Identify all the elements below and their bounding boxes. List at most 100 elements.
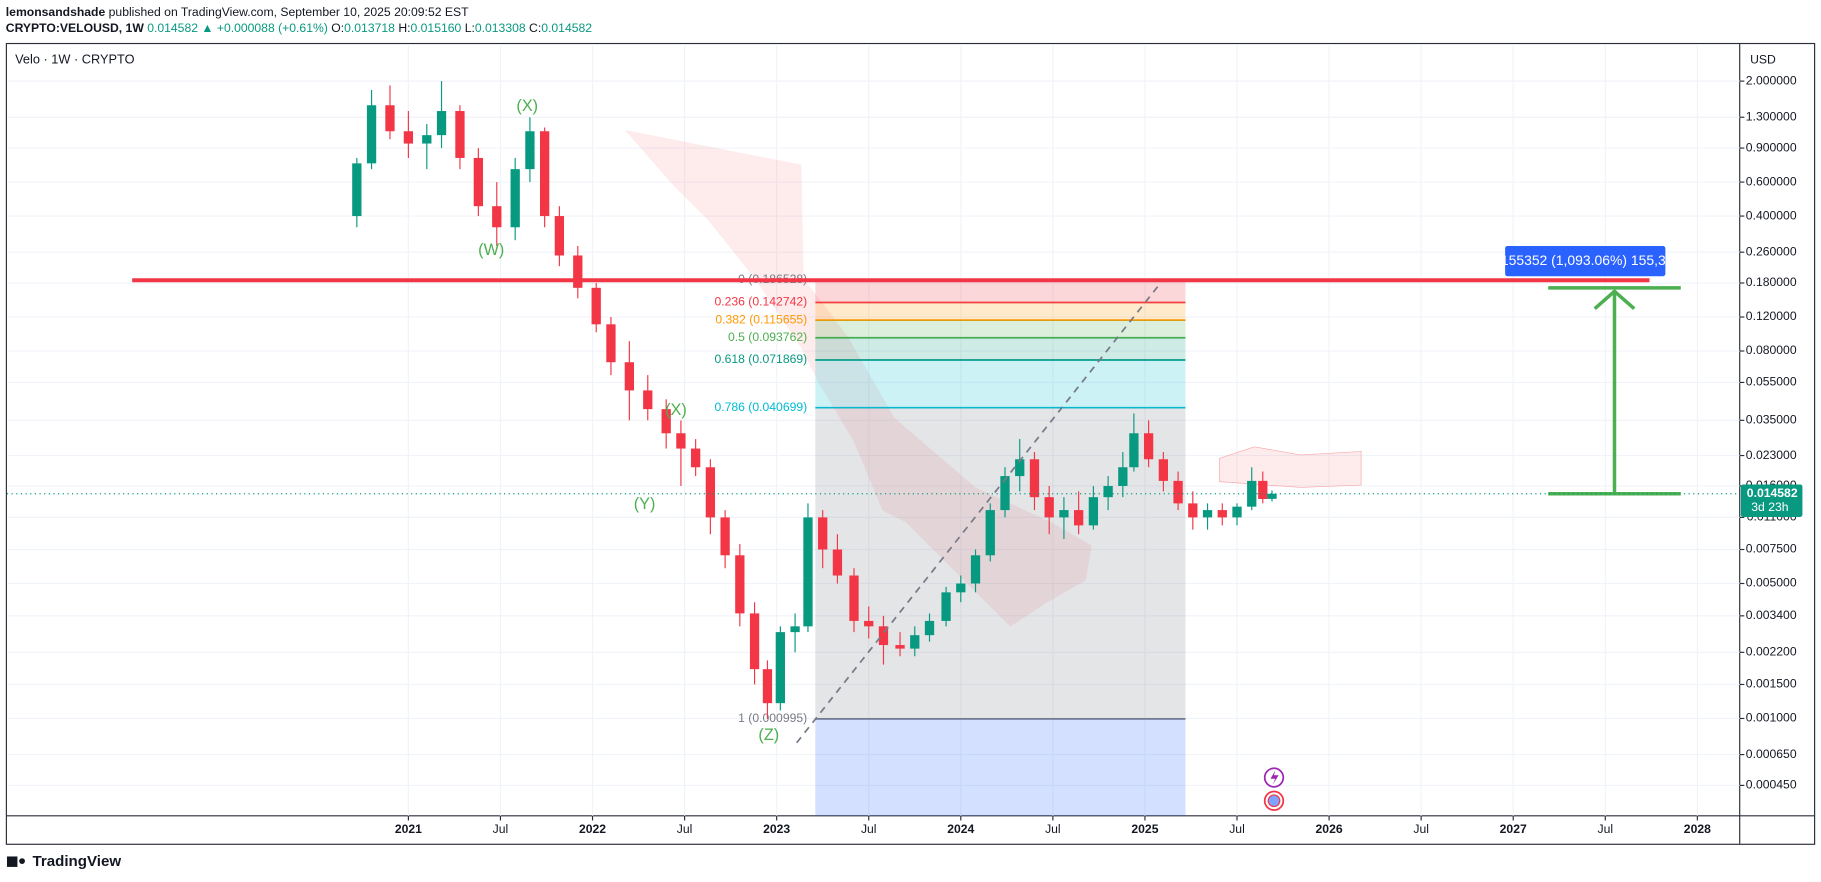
- candle-body: [661, 409, 671, 434]
- last-price-label: 0.014582: [1747, 486, 1798, 500]
- published: published on TradingView.com, September …: [109, 5, 469, 19]
- candle-body: [1000, 476, 1010, 511]
- candle-body: [366, 105, 377, 164]
- y-tick-label: 0.400000: [1746, 208, 1797, 222]
- candle-body: [720, 517, 730, 556]
- x-tick-label: Jul: [1045, 822, 1061, 836]
- x-tick-label: Jul: [677, 822, 693, 836]
- ohlc-key: O:: [331, 21, 344, 35]
- currency: USD: [1750, 53, 1776, 67]
- candle-body: [1258, 480, 1268, 499]
- candle-body: [775, 632, 785, 704]
- fib-zone: [815, 337, 1186, 361]
- candle-body: [591, 287, 601, 325]
- candle-body: [643, 390, 653, 410]
- brand: TradingView: [33, 853, 122, 870]
- candle-body: [554, 216, 565, 256]
- candle-body: [606, 324, 616, 363]
- candle-body: [1232, 506, 1242, 518]
- candle-body: [403, 131, 414, 144]
- fib-extension: [815, 718, 1186, 816]
- wave-label: (W): [478, 241, 504, 259]
- candle-body: [910, 635, 920, 649]
- candle-body: [1217, 510, 1227, 518]
- countdown: 3d 23h: [1751, 500, 1788, 514]
- candle-body: [1074, 510, 1084, 526]
- event-icon-glyph: [1270, 770, 1279, 785]
- ohlc-value: 0.014582: [541, 21, 592, 35]
- y-tick-label: 1.300000: [1746, 109, 1797, 123]
- x-tick-label: 2026: [1316, 822, 1343, 836]
- y-tick-label: 0.000650: [1746, 747, 1797, 761]
- candle-body: [878, 626, 889, 646]
- ichimoku-cloud: [624, 129, 1092, 627]
- candle-body: [1088, 497, 1099, 526]
- x-tick-label: Jul: [1413, 822, 1429, 836]
- fib-label: 0.786 (0.040699): [714, 400, 807, 414]
- y-tick-label: 0.003400: [1746, 608, 1797, 622]
- y-tick-label: 0.180000: [1746, 275, 1797, 289]
- candle-body: [1173, 480, 1183, 504]
- candle-body: [492, 206, 502, 228]
- fib-zone: [815, 320, 1186, 338]
- candle-body: [705, 467, 716, 518]
- candle-body: [985, 510, 995, 556]
- candle-body: [455, 111, 465, 158]
- candle-body: [1267, 493, 1277, 499]
- fib-label: 1 (0.000995): [738, 711, 807, 725]
- fib-label: 0.382 (0.115655): [715, 312, 807, 326]
- x-tick-label: 2023: [763, 822, 790, 836]
- event-icon-glyph: [1267, 794, 1281, 808]
- fib-label: 0.5 (0.093762): [728, 330, 807, 344]
- candle-body: [690, 448, 701, 468]
- candle-body: [573, 255, 583, 288]
- measure-box: [1505, 246, 1666, 277]
- symbol-line: CRYPTO:VELOUSD, 1W 0.014582 ▲ +0.000088 …: [6, 21, 592, 35]
- candle-body: [385, 105, 395, 132]
- logo-mark: [19, 858, 25, 865]
- frame: [5, 42, 1816, 845]
- ohlc-value: 0.015160: [411, 21, 462, 35]
- symbol: CRYPTO:VELOUSD, 1W: [6, 21, 145, 35]
- measure-arrow-head: [1593, 289, 1636, 311]
- fib-zone: [815, 302, 1186, 321]
- trend-line: [796, 281, 1163, 744]
- candle-body: [436, 111, 447, 136]
- candle-body: [849, 575, 859, 621]
- y-tick-label: 0.035000: [1746, 413, 1797, 427]
- fib-zone: [815, 407, 1186, 719]
- wave-label: (Z): [758, 726, 779, 744]
- x-tick-label: Jul: [1598, 822, 1614, 836]
- y-tick-label: 0.080000: [1746, 343, 1797, 357]
- candle-body: [1118, 467, 1128, 486]
- y-tick-label: 0.007500: [1746, 542, 1797, 556]
- x-tick-label: 2025: [1131, 822, 1158, 836]
- candle-body: [1103, 485, 1113, 498]
- last: 0.014582: [147, 21, 198, 35]
- y-tick-label: 0.600000: [1746, 174, 1797, 188]
- ohlc-value: 0.013718: [344, 21, 395, 35]
- x-tick-label: 2021: [395, 822, 422, 836]
- fib-label: 0.236 (0.142742): [714, 295, 807, 309]
- candle-body: [735, 555, 745, 614]
- candle-body: [1059, 510, 1069, 518]
- ohlc-key: C:: [529, 21, 541, 35]
- measure-label: 0.155352 (1,093.06%) 155,352: [1489, 252, 1681, 268]
- candle-body: [624, 362, 634, 391]
- candle-body: [941, 592, 951, 621]
- y-tick-label: 0.000450: [1746, 778, 1797, 792]
- logo-mark: [6, 856, 18, 867]
- candle-body: [1143, 433, 1154, 460]
- candle-body: [924, 620, 935, 636]
- candle-body: [970, 555, 981, 584]
- y-tick-label: 0.120000: [1746, 309, 1797, 323]
- candle-body: [832, 549, 843, 576]
- candle-body: [956, 583, 966, 593]
- x-tick-label: 2024: [947, 822, 974, 836]
- header-line: lemonsandshade published on TradingView.…: [6, 5, 469, 19]
- candle-body: [473, 157, 484, 207]
- y-tick-label: 0.001500: [1746, 677, 1797, 691]
- wave-label: (X): [516, 97, 538, 115]
- candle-body: [1188, 503, 1198, 518]
